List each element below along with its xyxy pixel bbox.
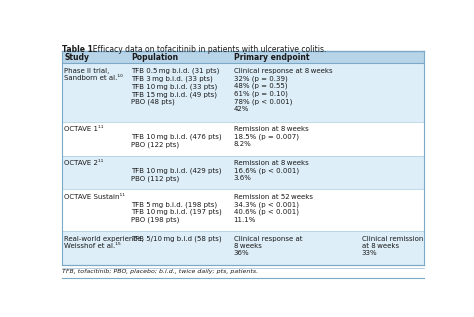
Text: Clinical response at 8 weeks
32% (p = 0.39)
48% (p = 0.55)
61% (p = 0.10)
78% (p: Clinical response at 8 weeks 32% (p = 0.… bbox=[234, 68, 332, 112]
Text: TFB, tofacitinib; PBO, placebo; b.i.d., twice daily; pts, patients.: TFB, tofacitinib; PBO, placebo; b.i.d., … bbox=[63, 269, 258, 274]
Text: TFB 5 mg b.i.d. (198 pts)
TFB 10 mg b.i.d. (197 pts)
PBO (198 pts): TFB 5 mg b.i.d. (198 pts) TFB 10 mg b.i.… bbox=[131, 194, 221, 223]
Text: Study: Study bbox=[64, 53, 90, 62]
Bar bbox=[63, 63, 423, 122]
Text: Remission at 8 weeks
16.6% (p < 0.001)
3.6%: Remission at 8 weeks 16.6% (p < 0.001) 3… bbox=[234, 160, 309, 181]
Text: TFB 10 mg b.i.d. (429 pts)
PBO (112 pts): TFB 10 mg b.i.d. (429 pts) PBO (112 pts) bbox=[131, 160, 221, 182]
Text: Population: Population bbox=[131, 53, 179, 62]
Bar bbox=[63, 51, 423, 63]
Text: Efficacy data on tofacitinib in patients with ulcerative colitis.: Efficacy data on tofacitinib in patients… bbox=[88, 45, 326, 54]
Text: OCTAVE 1¹¹: OCTAVE 1¹¹ bbox=[64, 126, 103, 133]
Text: Clinical remission
at 8 weeks
33%: Clinical remission at 8 weeks 33% bbox=[362, 236, 423, 256]
Text: Remission at 8 weeks
18.5% (p = 0.007)
8.2%: Remission at 8 weeks 18.5% (p = 0.007) 8… bbox=[234, 126, 309, 147]
Text: Remission at 52 weeks
34.3% (p < 0.001)
40.6% (p < 0.001)
11.1%: Remission at 52 weeks 34.3% (p < 0.001) … bbox=[234, 194, 313, 223]
Bar bbox=[63, 190, 423, 231]
Text: Phase II trial,
Sandborn et al.¹⁰: Phase II trial, Sandborn et al.¹⁰ bbox=[64, 68, 123, 81]
Bar bbox=[63, 231, 423, 265]
Text: TFB 5/10 mg b.i.d (58 pts): TFB 5/10 mg b.i.d (58 pts) bbox=[131, 236, 221, 243]
Text: Table 1.: Table 1. bbox=[63, 45, 96, 54]
Text: OCTAVE Sustain¹¹: OCTAVE Sustain¹¹ bbox=[64, 194, 125, 200]
Text: Clinical response at
8 weeks
36%: Clinical response at 8 weeks 36% bbox=[234, 236, 302, 256]
Text: Real-world experience,
Weisshof et al.¹⁵: Real-world experience, Weisshof et al.¹⁵ bbox=[64, 236, 144, 249]
Text: TFB 0.5 mg b.i.d. (31 pts)
TFB 3 mg b.i.d. (33 pts)
TFB 10 mg b.i.d. (33 pts)
TF: TFB 0.5 mg b.i.d. (31 pts) TFB 3 mg b.i.… bbox=[131, 68, 219, 105]
Text: Primary endpoint: Primary endpoint bbox=[235, 53, 310, 62]
Bar bbox=[63, 122, 423, 156]
Text: OCTAVE 2¹¹: OCTAVE 2¹¹ bbox=[64, 160, 103, 166]
Text: TFB 10 mg b.i.d. (476 pts)
PBO (122 pts): TFB 10 mg b.i.d. (476 pts) PBO (122 pts) bbox=[131, 126, 221, 148]
Bar bbox=[63, 156, 423, 190]
